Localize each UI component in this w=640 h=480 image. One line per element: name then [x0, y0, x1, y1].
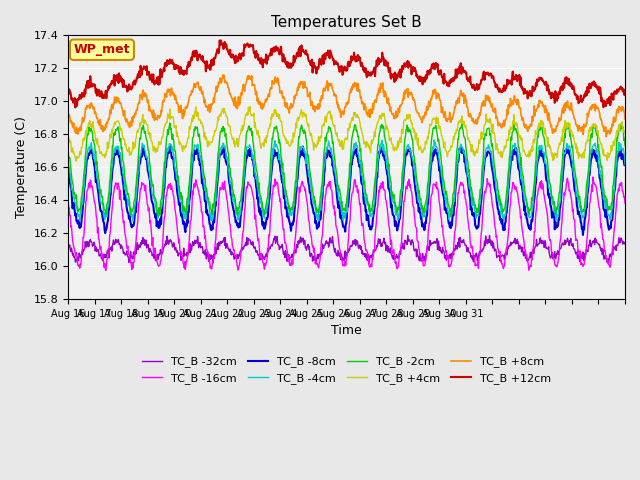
TC_B +4cm: [246, 104, 254, 109]
TC_B -16cm: [621, 200, 629, 206]
TC_B -16cm: [609, 247, 616, 252]
TC_B +4cm: [621, 128, 629, 133]
Line: TC_B -2cm: TC_B -2cm: [68, 123, 625, 216]
Y-axis label: Temperature (C): Temperature (C): [15, 116, 28, 218]
TC_B -8cm: [317, 214, 324, 219]
TC_B -4cm: [611, 184, 618, 190]
TC_B -16cm: [64, 197, 72, 203]
TC_B +12cm: [72, 105, 79, 110]
TC_B +12cm: [64, 90, 72, 96]
TC_B +4cm: [72, 158, 80, 164]
TC_B -32cm: [110, 241, 118, 247]
X-axis label: Time: Time: [332, 324, 362, 337]
TC_B -16cm: [111, 183, 118, 189]
TC_B +8cm: [621, 116, 629, 122]
TC_B +12cm: [259, 58, 266, 64]
TC_B -32cm: [621, 241, 629, 247]
TC_B -32cm: [404, 232, 412, 238]
TC_B -32cm: [359, 252, 367, 257]
Line: TC_B -32cm: TC_B -32cm: [68, 235, 625, 264]
TC_B -4cm: [129, 218, 137, 224]
TC_B -32cm: [257, 255, 265, 261]
TC_B +12cm: [317, 62, 325, 68]
Title: Temperatures Set B: Temperatures Set B: [271, 15, 422, 30]
TC_B -8cm: [579, 232, 587, 238]
TC_B -2cm: [360, 171, 367, 177]
TC_B +8cm: [611, 120, 618, 125]
TC_B -8cm: [611, 188, 618, 194]
TC_B +8cm: [602, 134, 610, 140]
TC_B -2cm: [317, 192, 324, 197]
TC_B +4cm: [360, 141, 368, 147]
TC_B -32cm: [64, 241, 72, 247]
TC_B +8cm: [360, 102, 367, 108]
TC_B -8cm: [110, 152, 118, 158]
TC_B -2cm: [110, 132, 118, 138]
TC_B -2cm: [611, 169, 618, 175]
Line: TC_B -16cm: TC_B -16cm: [68, 177, 625, 270]
TC_B +12cm: [609, 96, 616, 101]
Line: TC_B +8cm: TC_B +8cm: [68, 75, 625, 137]
TC_B -2cm: [166, 120, 173, 126]
Line: TC_B +4cm: TC_B +4cm: [68, 107, 625, 161]
Line: TC_B -4cm: TC_B -4cm: [68, 140, 625, 221]
TC_B -16cm: [589, 174, 596, 180]
TC_B +8cm: [258, 100, 266, 106]
TC_B -8cm: [609, 217, 616, 223]
TC_B +12cm: [360, 65, 368, 71]
TC_B -2cm: [447, 213, 455, 219]
TC_B +8cm: [64, 115, 72, 121]
TC_B -4cm: [317, 207, 324, 213]
TC_B -8cm: [64, 166, 72, 171]
TC_B -8cm: [621, 162, 629, 168]
TC_B -8cm: [166, 144, 173, 149]
Line: TC_B -8cm: TC_B -8cm: [68, 146, 625, 235]
TC_B -2cm: [609, 199, 616, 204]
TC_B -16cm: [102, 267, 109, 273]
TC_B -32cm: [609, 250, 616, 255]
TC_B +12cm: [611, 89, 618, 95]
TC_B +8cm: [317, 98, 324, 104]
TC_B -16cm: [317, 246, 324, 252]
TC_B -4cm: [430, 137, 438, 143]
Text: WP_met: WP_met: [74, 43, 130, 56]
TC_B +12cm: [621, 87, 629, 93]
Legend: TC_B -32cm, TC_B -16cm, TC_B -8cm, TC_B -4cm, TC_B -2cm, TC_B +4cm, TC_B +8cm, T: TC_B -32cm, TC_B -16cm, TC_B -8cm, TC_B …: [138, 352, 556, 388]
TC_B +4cm: [64, 131, 72, 136]
TC_B +8cm: [609, 121, 616, 127]
TC_B -16cm: [611, 225, 618, 231]
TC_B -4cm: [258, 206, 266, 212]
TC_B +8cm: [219, 72, 227, 78]
TC_B -2cm: [64, 146, 72, 152]
TC_B -32cm: [365, 261, 373, 267]
TC_B -4cm: [360, 183, 367, 189]
TC_B -4cm: [609, 204, 616, 210]
TC_B +12cm: [217, 37, 225, 43]
TC_B -16cm: [360, 226, 367, 231]
TC_B +4cm: [317, 135, 325, 141]
TC_B -2cm: [258, 198, 266, 204]
TC_B -32cm: [316, 251, 324, 256]
TC_B -4cm: [621, 162, 629, 168]
Line: TC_B +12cm: TC_B +12cm: [68, 40, 625, 108]
TC_B -2cm: [621, 143, 629, 148]
TC_B -4cm: [64, 163, 72, 168]
TC_B +12cm: [111, 83, 118, 88]
TC_B +4cm: [609, 146, 616, 152]
TC_B -32cm: [611, 246, 618, 252]
TC_B -8cm: [258, 215, 266, 220]
TC_B -8cm: [360, 196, 367, 202]
TC_B -16cm: [258, 256, 266, 262]
TC_B +8cm: [110, 101, 118, 107]
TC_B +4cm: [111, 119, 118, 125]
TC_B +4cm: [259, 141, 266, 146]
TC_B -4cm: [110, 147, 118, 153]
TC_B +4cm: [611, 142, 618, 147]
